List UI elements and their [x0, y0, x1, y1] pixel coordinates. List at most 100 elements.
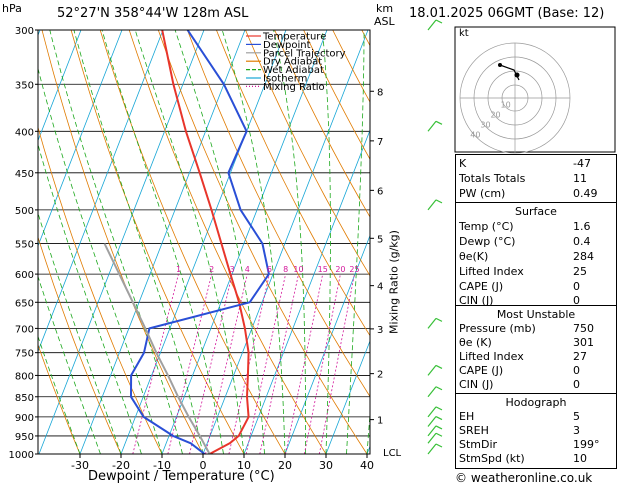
- hodograph-label: StmSpd (kt): [459, 452, 525, 465]
- wet-adiabat: [38, 143, 142, 454]
- dry-adiabat: [274, 30, 370, 218]
- wet-adiabat: [38, 275, 101, 454]
- hodograph-title: Hodograph: [505, 396, 567, 409]
- hodograph-point: [498, 63, 502, 67]
- index-value: 0.49: [573, 187, 598, 200]
- wind-barb-flag: [435, 199, 443, 204]
- plot-frame: [37, 29, 371, 455]
- height-label: 4: [377, 282, 383, 293]
- most-unstable-label: θe (K): [459, 336, 492, 349]
- units-km: km: [376, 2, 394, 15]
- wind-barb-staff: [427, 120, 437, 132]
- wind-barb-flag: [435, 386, 443, 391]
- wet-adiabat: [38, 211, 122, 454]
- x-tick-label: -30: [71, 459, 89, 472]
- hodograph-label: SREH: [459, 424, 489, 437]
- dry-adiabat: [38, 235, 122, 454]
- x-tick-label: 20: [278, 459, 292, 472]
- pressure-label: 600: [15, 270, 34, 281]
- hodograph-label: StmDir: [459, 438, 498, 451]
- mixing-ratio-label: 4: [245, 265, 250, 274]
- wind-barb-staff: [427, 443, 437, 455]
- surface-value: 25: [573, 265, 587, 278]
- mixing-ratio-line: [303, 274, 341, 454]
- surface-label: Lifted Index: [459, 265, 524, 278]
- wind-barb-flag: [435, 416, 443, 421]
- x-tick-label: 0: [200, 459, 207, 472]
- parcel-trajectory-profile: [103, 243, 211, 454]
- hodograph-ring-label: 20: [490, 110, 500, 119]
- most-unstable-value: 301: [573, 336, 594, 349]
- pressure-label: 900: [15, 413, 34, 424]
- surface-title: Surface: [515, 205, 557, 218]
- most-unstable-label: CIN (J): [459, 378, 494, 391]
- wind-barb: [427, 406, 443, 418]
- dry-adiabat: [245, 30, 370, 277]
- legend-entry: Isotherm: [263, 74, 307, 85]
- wind-barb-flag: [435, 406, 443, 411]
- wet-adiabat: [322, 30, 331, 454]
- dry-adiabat: [157, 30, 368, 454]
- height-label: 6: [377, 186, 383, 197]
- wet-adiabat: [49, 30, 183, 454]
- surface-label: Temp (°C): [459, 220, 514, 233]
- index-label: K: [459, 157, 467, 170]
- pressure-label: 650: [15, 298, 34, 309]
- index-row: PW (cm) 0.49: [456, 186, 616, 201]
- surface-value: 1.6: [573, 220, 591, 233]
- dry-adiabat: [70, 30, 245, 454]
- isotherm: [38, 30, 82, 142]
- wind-barb-flag: [435, 364, 443, 369]
- surface-row: θe(K) 284: [456, 249, 616, 264]
- mixing-ratio-label: 2: [209, 265, 214, 274]
- isotherm: [243, 129, 370, 454]
- temperature-profile: [161, 30, 250, 454]
- hodograph-value: 5: [573, 410, 580, 423]
- surface-label: Dewp (°C): [459, 235, 516, 248]
- surface-value: 0: [573, 280, 580, 293]
- hodograph-ring-label: 10: [501, 100, 511, 109]
- wet-adiabat: [273, 30, 307, 454]
- hodograph-row: SREH 3: [456, 423, 616, 438]
- pressure-label: 800: [15, 371, 34, 382]
- most-unstable-title: Most Unstable: [496, 308, 576, 321]
- isotherm: [38, 30, 164, 353]
- legend-entry: Dry Adiabat: [263, 57, 322, 68]
- most-unstable-row: θe (K) 301: [456, 335, 616, 350]
- wind-barb: [427, 364, 443, 376]
- wind-barb-staff: [427, 432, 437, 444]
- mixing-ratio-line: [189, 274, 233, 454]
- dewpoint-profile: [130, 30, 270, 454]
- surface-row: Lifted Index 25: [456, 264, 616, 279]
- copyright: © weatheronline.co.uk: [455, 471, 593, 485]
- lcl-label: LCL: [383, 448, 402, 459]
- surface-label: CAPE (J): [459, 280, 504, 293]
- mixing-ratio-label: 3: [230, 265, 235, 274]
- dry-adiabat: [623, 30, 629, 454]
- hodograph-frame: [454, 26, 616, 153]
- wind-barb: [427, 317, 443, 329]
- hodograph-panel: Hodograph EH 5 SREH 3 StmDir 199° StmSpd (k…: [455, 393, 617, 469]
- hodograph-row: StmDir 199°: [456, 437, 616, 452]
- x-tick-label: 40: [360, 459, 374, 472]
- most-unstable-value: 27: [573, 350, 587, 363]
- x-tick-label: 30: [319, 459, 333, 472]
- wind-barb-flag: [435, 425, 443, 430]
- x-tick-label: -10: [153, 459, 171, 472]
- dry-adiabat: [38, 343, 81, 454]
- most-unstable-value: 0: [573, 364, 580, 377]
- height-label: 1: [377, 416, 383, 427]
- wet-adiabat: [174, 30, 265, 454]
- wind-barb-staff: [427, 406, 437, 418]
- legend-entry: Parcel Trajectory: [263, 48, 346, 59]
- most-unstable-label: CAPE (J): [459, 364, 504, 377]
- hodograph-label: EH: [459, 410, 475, 423]
- units-asl: ASL: [374, 15, 395, 28]
- surface-row: CAPE (J) 0: [456, 279, 616, 294]
- index-row: K -47: [456, 156, 616, 171]
- index-value: -47: [573, 157, 591, 170]
- wind-barb-flag: [435, 317, 443, 322]
- station-location: 52°27'N 358°44'W 128m ASL: [57, 6, 249, 21]
- index-label: Totals Totals: [459, 172, 526, 185]
- wind-barb: [427, 120, 443, 132]
